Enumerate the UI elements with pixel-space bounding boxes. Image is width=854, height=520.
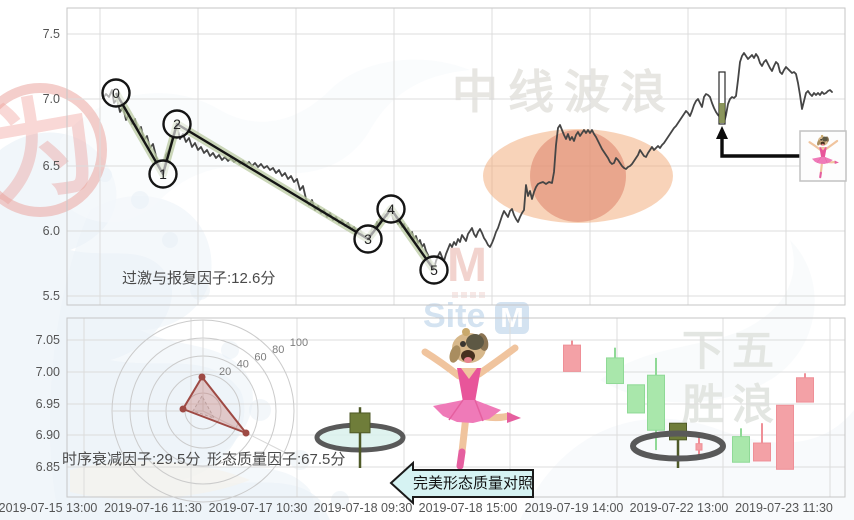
wave-point-label: 1 <box>159 166 167 182</box>
radar-vertex-dot <box>180 406 187 413</box>
time-decay-factor-label: 时序衰减因子:29.5分 <box>62 448 200 469</box>
candle-body <box>564 345 581 371</box>
x-tick: 2019-07-15 13:00 <box>0 501 97 515</box>
top-y-tick: 5.5 <box>16 288 60 304</box>
pointer-arrow-head <box>716 126 728 139</box>
candle-body <box>797 378 814 402</box>
candle-body <box>696 444 702 450</box>
overshoot-factor-label: 过激与报复因子:12.6分 <box>122 267 275 288</box>
x-tick: 2019-07-18 09:30 <box>314 501 413 515</box>
bottom-y-tick: 6.95 <box>16 396 60 412</box>
x-tick: 2019-07-19 14:00 <box>525 501 624 515</box>
x-tick: 2019-07-18 15:00 <box>419 501 518 515</box>
reference-candle-annotation <box>716 72 846 181</box>
olive-match-segment <box>719 103 725 123</box>
bottom-y-tick: 7.05 <box>16 332 60 348</box>
candle-body <box>628 385 645 413</box>
radar-tick-label: 80 <box>272 344 284 356</box>
candle-body <box>648 375 665 430</box>
top-y-tick: 7.5 <box>16 26 60 42</box>
bottom-y-tick: 6.90 <box>16 427 60 443</box>
candle-body <box>350 413 370 433</box>
candle-body <box>777 405 794 469</box>
ballerina-image <box>425 328 521 466</box>
midline-wave-chart: 为 中线波浪 M SiteM 下五 胜浪 <box>0 0 854 520</box>
wave-point-label: 5 <box>430 262 438 278</box>
candle-body <box>607 358 624 384</box>
radar-tick-label: 60 <box>254 351 266 363</box>
x-tick: 2019-07-17 10:30 <box>209 501 308 515</box>
wave-point-label: 0 <box>112 85 120 101</box>
form-quality-factor-label: 形态质量因子:67.5分 <box>207 448 345 469</box>
radar-vertex-dot <box>199 374 206 381</box>
pointer-arrow-line <box>722 136 804 156</box>
radar-tick-label: 20 <box>219 366 231 378</box>
radar-tick-label: 40 <box>237 359 249 371</box>
radar-chart: 20 40 60 80 100 <box>112 320 308 502</box>
candle-body <box>754 443 771 461</box>
candle-body <box>733 437 750 463</box>
chart-layer: 0 1 2 34 5 20 40 60 80 100 <box>0 0 854 520</box>
x-tick: 2019-07-23 11:30 <box>735 501 833 515</box>
x-tick: 2019-07-16 11:30 <box>104 501 202 515</box>
top-y-tick: 7.0 <box>16 91 60 107</box>
x-tick: 2019-07-22 13:00 <box>630 501 729 515</box>
radar-vertex-dot <box>243 430 250 437</box>
bottom-y-tick: 7.00 <box>16 364 60 380</box>
wave-point-label: 2 <box>173 116 181 132</box>
top-y-tick: 6.0 <box>16 223 60 239</box>
wave-point-label: 3 <box>364 231 372 247</box>
wave-overlay: 0 1 2 34 5 <box>103 80 448 284</box>
perfect-quality-arrow-label: 完美形态质量对照 <box>413 470 533 497</box>
wave-point-label: 4 <box>387 201 395 217</box>
bottom-y-tick: 6.85 <box>16 459 60 475</box>
candlestick-series <box>317 341 814 470</box>
radar-tick-label: 100 <box>290 337 308 349</box>
top-y-tick: 6.5 <box>16 158 60 174</box>
